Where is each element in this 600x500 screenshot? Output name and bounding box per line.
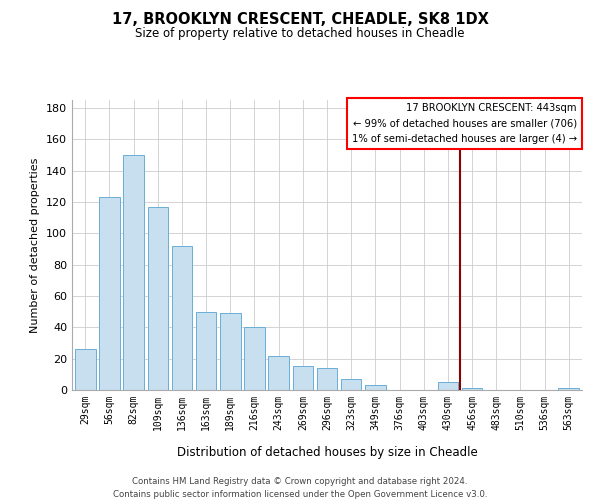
Bar (124, 155, 144, 390)
Bar (559, 388, 579, 390)
Bar (365, 386, 386, 390)
Bar (268, 356, 289, 390)
Bar (244, 328, 265, 390)
Text: Contains HM Land Registry data © Crown copyright and database right 2024.
Contai: Contains HM Land Registry data © Crown c… (113, 478, 487, 499)
Text: Size of property relative to detached houses in Cheadle: Size of property relative to detached ho… (135, 28, 465, 40)
Text: 17 BROOKLYN CRESCENT: 443sqm
← 99% of detached houses are smaller (706)
1% of se: 17 BROOKLYN CRESCENT: 443sqm ← 99% of de… (352, 103, 577, 144)
Bar (220, 313, 241, 390)
Bar (462, 388, 482, 390)
Bar (148, 206, 168, 390)
Bar (172, 246, 192, 390)
Y-axis label: Number of detached properties: Number of detached properties (31, 158, 40, 332)
Bar (75, 349, 95, 390)
Text: 17, BROOKLYN CRESCENT, CHEADLE, SK8 1DX: 17, BROOKLYN CRESCENT, CHEADLE, SK8 1DX (112, 12, 488, 28)
Bar (293, 366, 313, 390)
Bar (196, 312, 217, 390)
Text: Distribution of detached houses by size in Cheadle: Distribution of detached houses by size … (176, 446, 478, 459)
Bar (99, 197, 120, 390)
Bar (341, 379, 361, 390)
Bar (437, 382, 458, 390)
Bar (317, 368, 337, 390)
